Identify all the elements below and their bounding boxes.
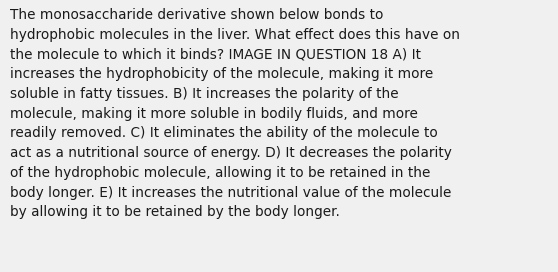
Text: The monosaccharide derivative shown below bonds to
hydrophobic molecules in the : The monosaccharide derivative shown belo…: [10, 8, 460, 219]
